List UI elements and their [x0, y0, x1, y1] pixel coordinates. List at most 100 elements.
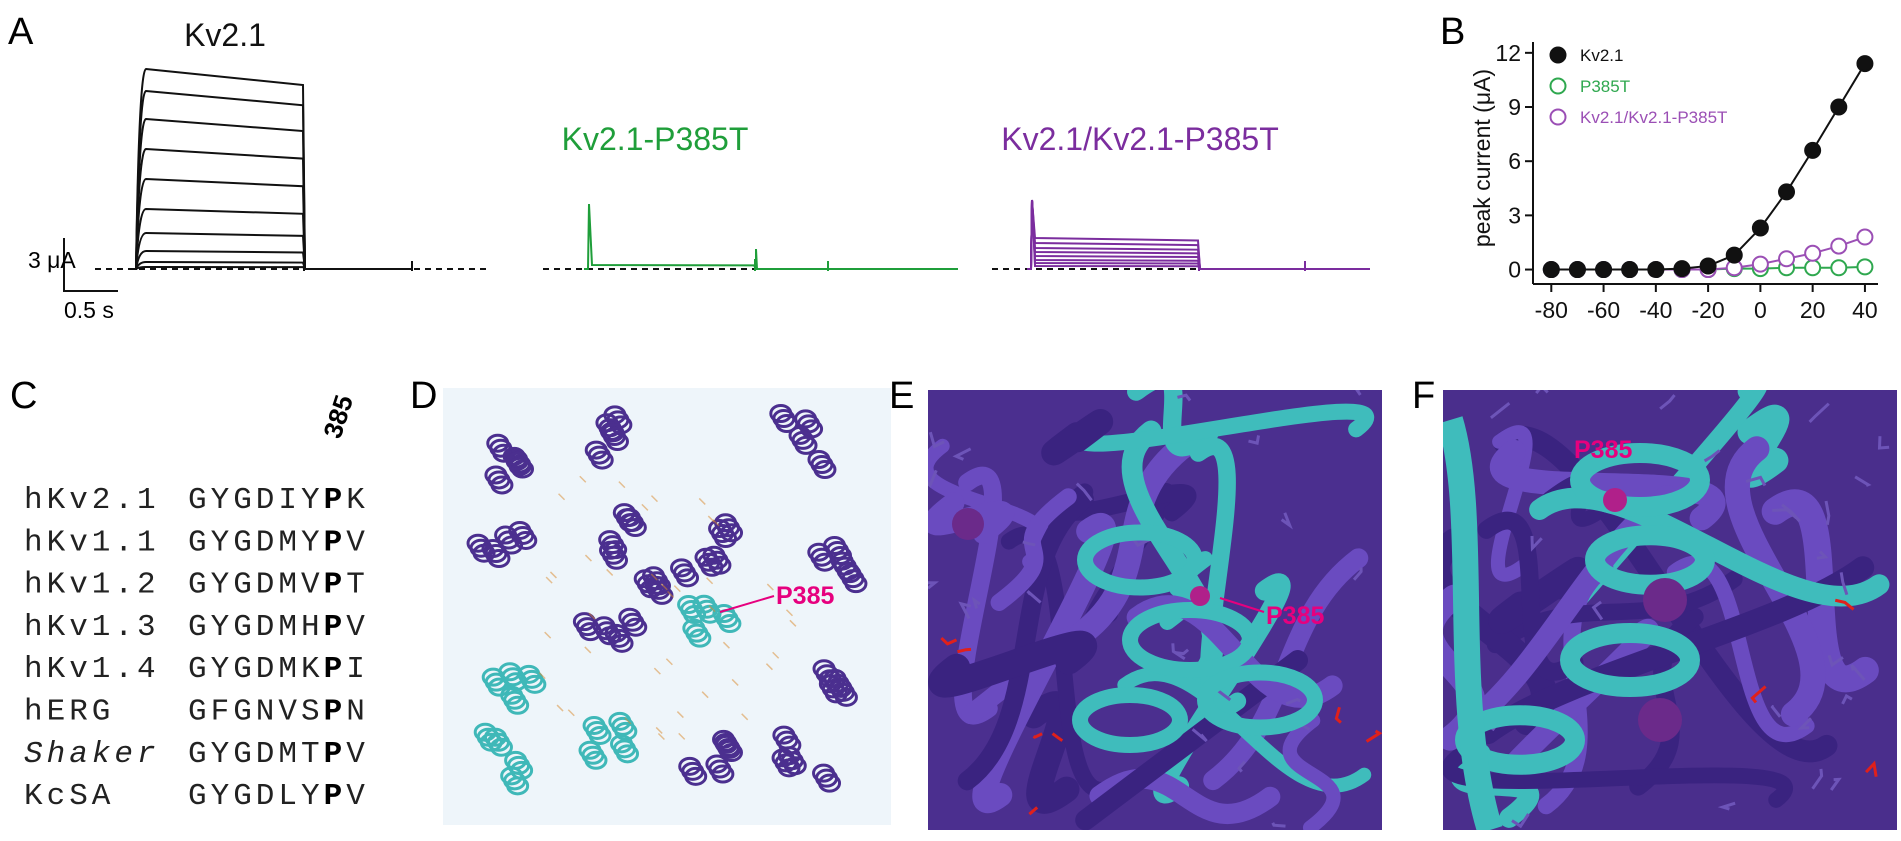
side-chain	[1237, 760, 1247, 773]
data-point	[1830, 259, 1848, 277]
side-chain	[1530, 535, 1543, 552]
sequence-part: V	[346, 737, 369, 772]
panel-label: D	[410, 375, 437, 417]
sequence-part: N	[346, 695, 369, 730]
side-chain	[772, 651, 780, 659]
ribbon	[990, 488, 1077, 611]
helix	[506, 776, 530, 796]
sequence-part: GYGDMH	[188, 610, 324, 645]
side-chain	[584, 646, 592, 654]
sequence: GYGDLYPV	[188, 779, 369, 814]
x-tick-label: -20	[1691, 297, 1724, 323]
helix	[775, 414, 799, 434]
side-chain	[1028, 806, 1039, 816]
side-chain	[712, 519, 720, 527]
helix	[604, 540, 628, 560]
helix	[506, 695, 530, 715]
legend-marker	[1549, 77, 1567, 95]
residue	[1190, 586, 1210, 606]
sequence: GYGDMTPV	[188, 737, 369, 772]
side-chain	[958, 601, 972, 620]
data-point	[1751, 255, 1769, 273]
side-chain	[1841, 693, 1853, 705]
side-chain	[1177, 393, 1192, 402]
x-tick-label: -80	[1535, 297, 1568, 323]
helix	[711, 764, 735, 784]
side-chain	[1816, 550, 1829, 560]
sequence-part: P	[324, 695, 347, 730]
helix	[616, 744, 640, 764]
y-tick-label: 0	[1508, 257, 1521, 283]
sequence-part: P	[324, 483, 347, 518]
sequence-part: GYGDMY	[188, 525, 324, 560]
side-chain	[606, 568, 614, 576]
sequence-name: hKv1.4	[24, 652, 160, 687]
side-chain	[1285, 697, 1302, 706]
side-chain	[765, 663, 773, 671]
legend-marker	[1549, 46, 1567, 64]
side-chain	[1717, 801, 1736, 811]
helix	[718, 739, 742, 759]
side-chain	[653, 667, 661, 675]
helix	[1560, 623, 1700, 697]
side-chain	[1511, 813, 1530, 829]
side-chain	[1854, 475, 1872, 487]
side-chain	[650, 573, 658, 581]
side-chain	[667, 590, 675, 598]
side-chain	[1750, 685, 1767, 704]
helix	[720, 523, 744, 543]
helix	[487, 549, 511, 569]
data-point	[1568, 261, 1586, 279]
y-tick-label: 6	[1508, 148, 1521, 174]
side-chain	[1248, 435, 1261, 445]
x-tick-label: -60	[1587, 297, 1620, 323]
ribbon	[1041, 409, 1114, 466]
side-chain	[1811, 768, 1824, 790]
ribbon	[1477, 511, 1584, 681]
y-tick-label: 3	[1508, 202, 1521, 228]
sequence-part: GYGDMT	[188, 737, 324, 772]
data-point	[1856, 55, 1874, 73]
sequence-part: P	[324, 737, 347, 772]
side-chain	[1022, 540, 1036, 547]
side-chain	[1850, 664, 1866, 681]
sequence-name: Shaker	[24, 737, 160, 772]
side-chain	[701, 691, 709, 699]
side-chain	[549, 571, 557, 579]
y-tick-label: 9	[1508, 94, 1521, 120]
helix	[1077, 524, 1203, 596]
ion	[1643, 578, 1687, 622]
side-chain	[678, 732, 686, 740]
data-point	[1830, 237, 1848, 255]
sequence: GFGNVSPN	[188, 695, 369, 730]
side-chain	[766, 583, 774, 591]
y-tick-label: 12	[1495, 40, 1521, 66]
side-chain	[1827, 654, 1844, 668]
side-chain	[1489, 401, 1511, 420]
ribbon	[957, 489, 1094, 791]
sequence-part: GYGDLY	[188, 779, 324, 814]
helix	[1072, 687, 1188, 753]
helix	[590, 450, 614, 470]
sequence-part: T	[346, 568, 369, 603]
data-point	[1751, 219, 1769, 237]
side-chain	[1781, 503, 1801, 523]
side-chain	[1797, 717, 1813, 730]
side-chain	[928, 431, 945, 449]
side-chain	[1026, 590, 1042, 604]
helix	[684, 766, 708, 786]
side-chain	[545, 576, 553, 584]
data-point	[1778, 250, 1796, 268]
data-point	[1673, 260, 1691, 278]
helix	[598, 626, 622, 646]
panel-label: F	[1412, 375, 1435, 417]
ribbon	[1443, 416, 1503, 830]
side-chain	[698, 497, 706, 505]
sequence: GYGDMYPV	[188, 525, 369, 560]
side-chain	[1824, 500, 1831, 526]
helix	[818, 669, 842, 689]
helix	[844, 574, 868, 594]
data-point	[1647, 261, 1665, 279]
legend-marker	[1549, 108, 1567, 126]
side-chain	[655, 726, 663, 734]
